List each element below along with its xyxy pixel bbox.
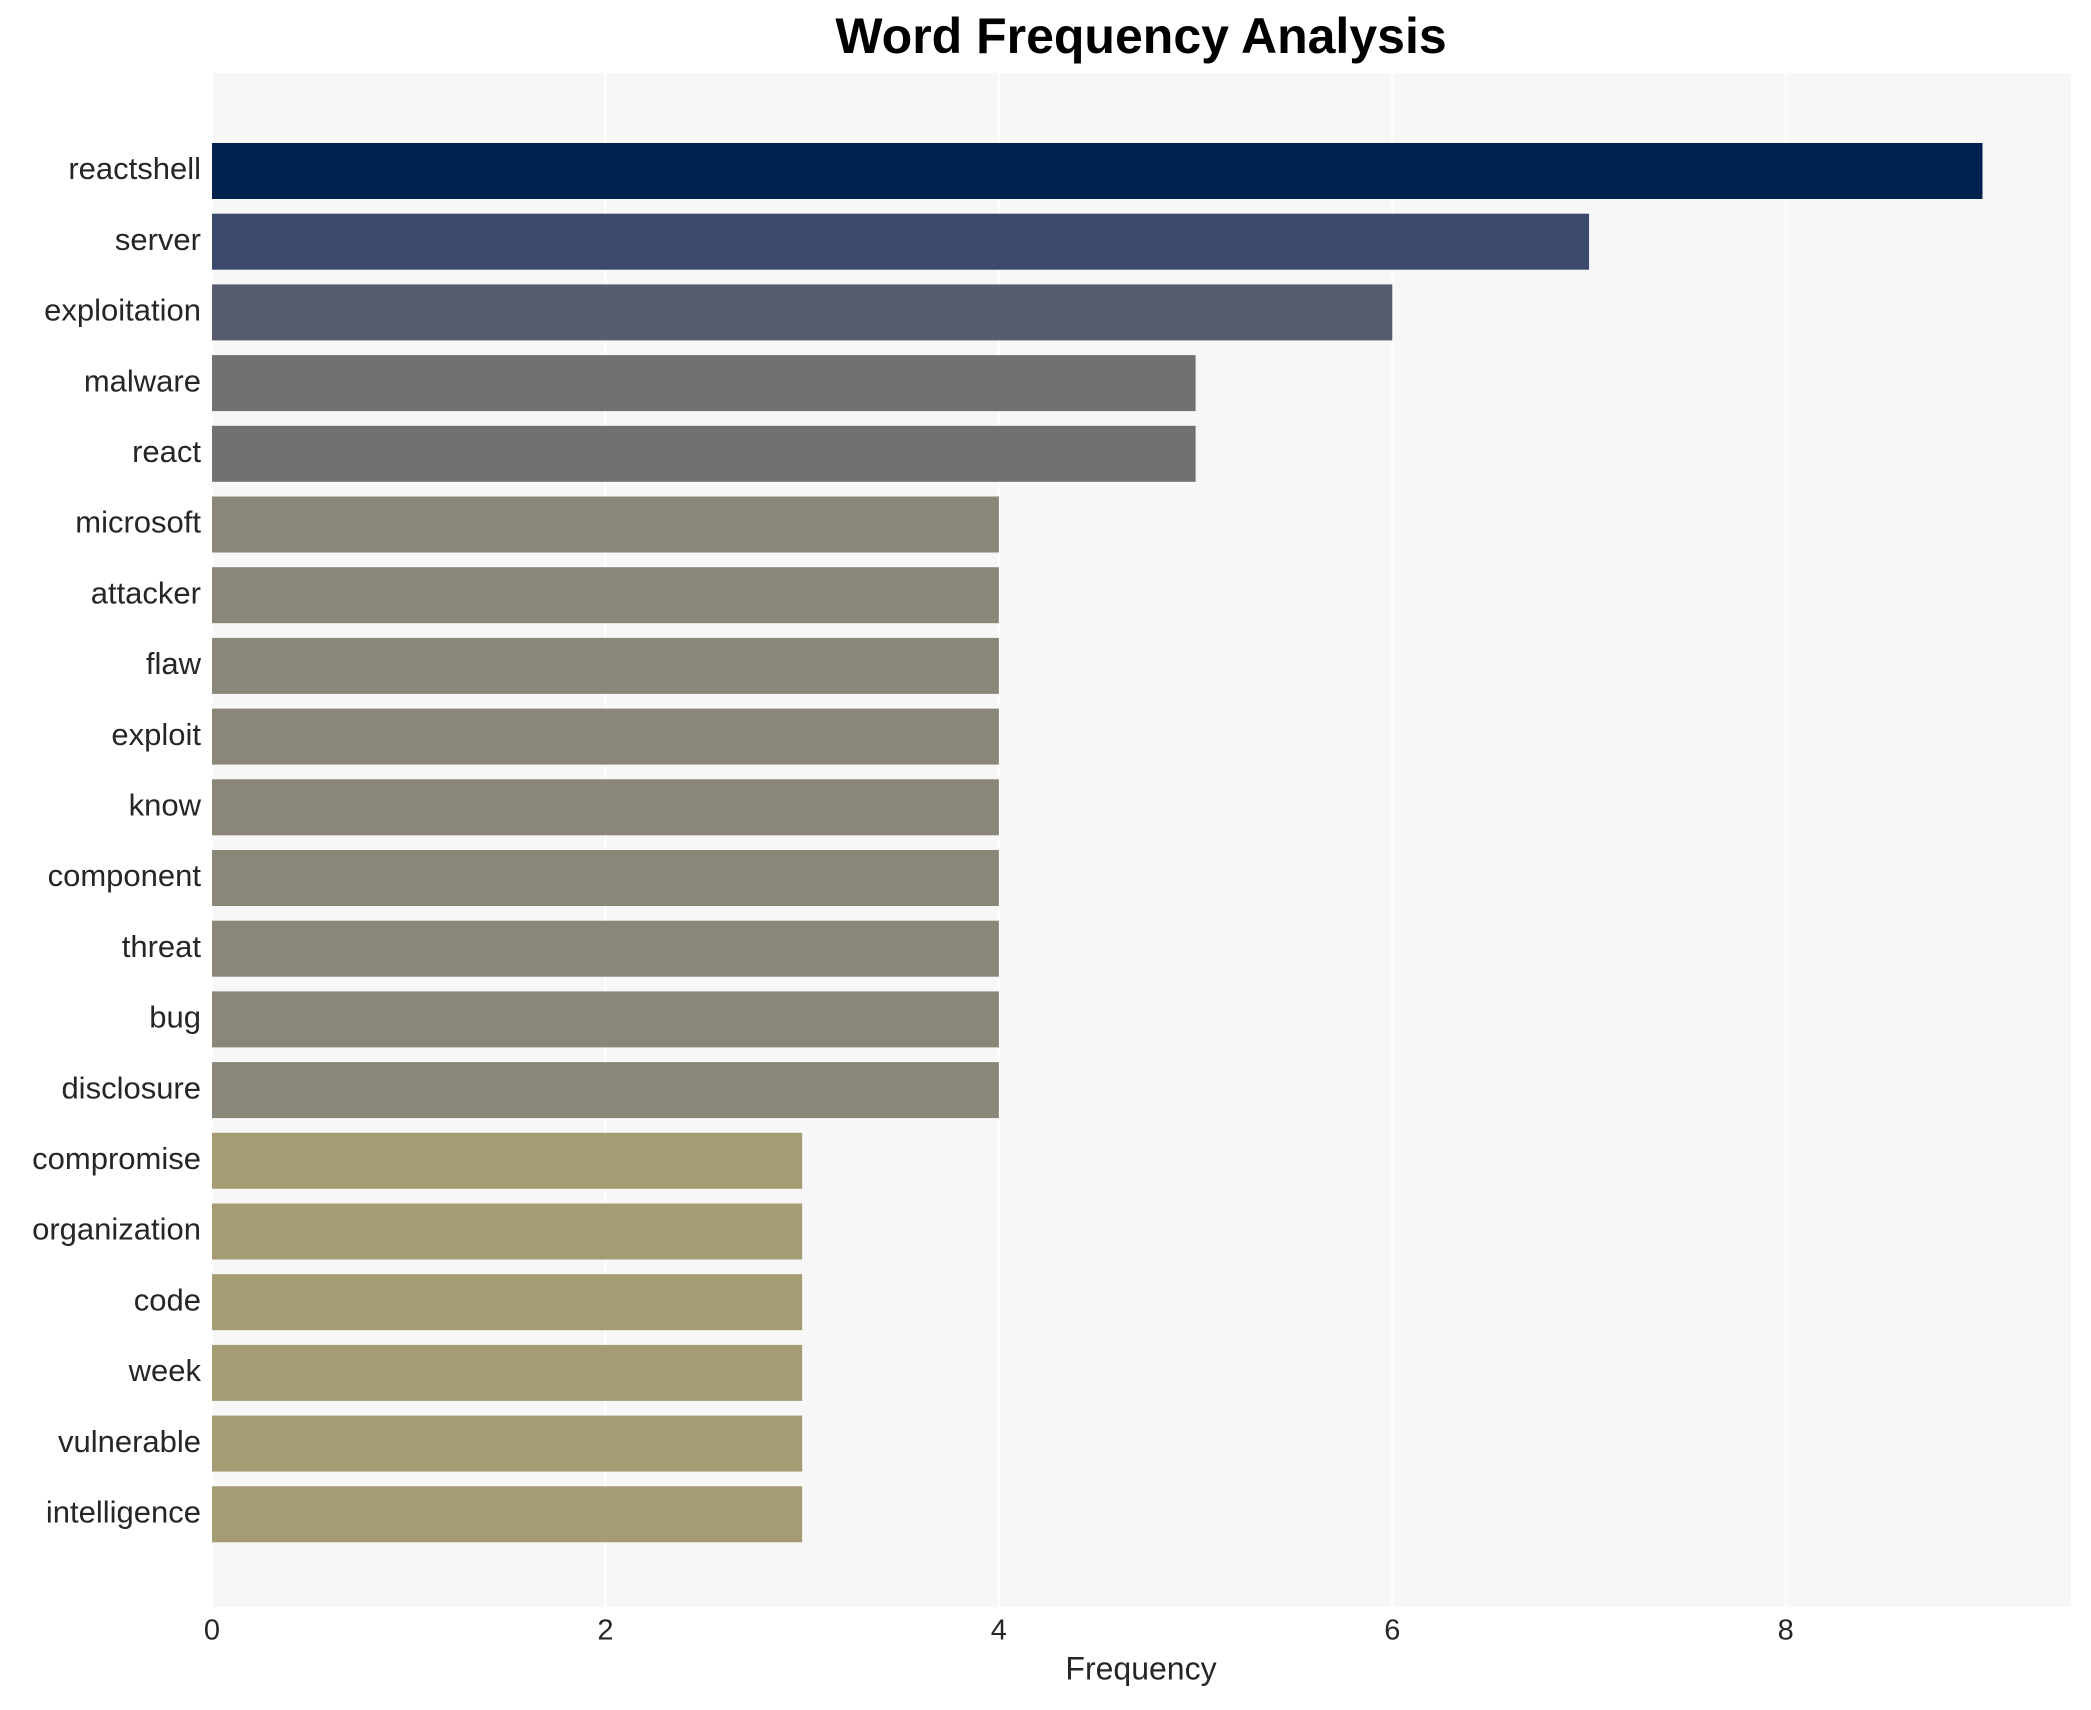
x-tick-label: 8 (1778, 1615, 1794, 1647)
x-axis-label: Frequency (1065, 1650, 1216, 1686)
bar (212, 708, 999, 765)
y-tick-label: know (129, 787, 202, 822)
bar (212, 1274, 803, 1331)
bar (212, 991, 999, 1048)
y-tick-label: intelligence (46, 1494, 201, 1529)
y-tick-label: microsoft (75, 505, 201, 540)
bar (212, 496, 999, 553)
bar (212, 637, 999, 694)
y-tick-label: component (48, 858, 202, 893)
bar (212, 1486, 803, 1543)
y-tick-label: exploitation (44, 293, 201, 328)
x-tick-label: 0 (204, 1615, 220, 1647)
chart-title: Word Frequency Analysis (835, 8, 1446, 64)
bar (212, 1415, 803, 1472)
y-tick-label: vulnerable (58, 1424, 201, 1459)
y-tick-label: week (128, 1353, 202, 1388)
y-tick-label: disclosure (61, 1070, 201, 1105)
bar (212, 850, 999, 906)
bar (212, 567, 999, 624)
x-tick-label: 6 (1384, 1615, 1400, 1647)
y-tick-label: react (132, 434, 201, 469)
y-tick-label: reactshell (68, 151, 201, 186)
bar (212, 1203, 803, 1260)
y-tick-label: flaw (146, 646, 202, 681)
y-tick-label: threat (122, 929, 202, 964)
y-tick-label: attacker (91, 575, 201, 610)
bar (212, 779, 999, 836)
y-tick-label: code (134, 1282, 201, 1317)
bar (212, 1132, 803, 1189)
y-tick-label: server (115, 222, 201, 257)
x-tick-label: 4 (991, 1615, 1007, 1647)
y-tick-label: malware (84, 363, 201, 398)
bar (212, 213, 1590, 270)
bar (212, 284, 1393, 341)
bar (212, 1344, 803, 1401)
x-tick-label: 2 (597, 1615, 613, 1647)
bar (212, 143, 1983, 199)
bar (212, 1062, 999, 1119)
bar (212, 355, 1196, 412)
y-tick-label: compromise (32, 1141, 201, 1176)
y-tick-label: organization (32, 1212, 201, 1247)
y-tick-label: bug (149, 1000, 201, 1035)
bar (212, 425, 1196, 482)
bar (212, 920, 999, 977)
y-tick-label: exploit (111, 717, 201, 752)
